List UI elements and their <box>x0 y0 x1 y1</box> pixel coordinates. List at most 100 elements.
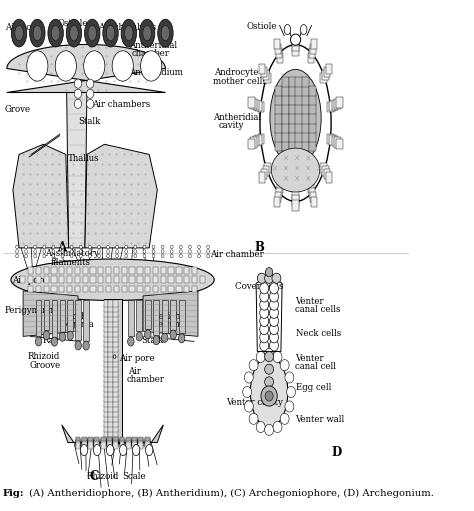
Bar <box>132 442 137 449</box>
Ellipse shape <box>88 250 91 253</box>
Ellipse shape <box>116 245 118 249</box>
Bar <box>295 95 302 105</box>
Ellipse shape <box>161 245 164 249</box>
Bar <box>82 437 87 444</box>
Polygon shape <box>7 44 165 92</box>
Bar <box>82 267 88 274</box>
Bar <box>138 442 143 449</box>
Bar <box>82 440 87 447</box>
Bar <box>98 267 103 274</box>
Ellipse shape <box>198 245 201 249</box>
Ellipse shape <box>273 422 282 432</box>
Text: canal cells: canal cells <box>295 305 340 314</box>
Ellipse shape <box>161 26 170 41</box>
Ellipse shape <box>249 413 258 424</box>
Text: Rhizoid: Rhizoid <box>86 472 118 481</box>
Bar <box>122 267 127 274</box>
Ellipse shape <box>270 69 321 167</box>
Ellipse shape <box>207 250 210 253</box>
Ellipse shape <box>243 386 252 398</box>
Bar <box>137 300 142 331</box>
Bar <box>104 390 109 397</box>
Bar <box>263 166 269 176</box>
Ellipse shape <box>43 245 46 249</box>
Bar <box>326 173 332 182</box>
Ellipse shape <box>34 245 36 249</box>
Bar <box>113 331 118 337</box>
Bar <box>104 385 109 392</box>
Bar <box>264 163 271 173</box>
Ellipse shape <box>152 254 155 258</box>
Ellipse shape <box>158 19 173 47</box>
Text: Venter: Venter <box>296 297 324 306</box>
Bar <box>113 442 118 448</box>
Ellipse shape <box>207 245 210 249</box>
Bar <box>292 191 299 201</box>
Bar <box>302 104 310 114</box>
Ellipse shape <box>270 340 278 351</box>
Text: Air chambers: Air chambers <box>98 23 156 32</box>
Bar <box>337 138 343 149</box>
Bar <box>28 267 33 274</box>
Text: Venter: Venter <box>296 354 324 363</box>
Bar <box>309 113 316 124</box>
Polygon shape <box>23 291 78 336</box>
Bar <box>109 360 113 367</box>
Bar <box>295 141 302 151</box>
Ellipse shape <box>25 245 27 249</box>
Bar <box>88 439 93 446</box>
Ellipse shape <box>98 250 100 253</box>
Bar <box>275 192 281 202</box>
Bar <box>289 95 296 105</box>
Bar <box>295 86 302 96</box>
Bar <box>327 134 334 144</box>
Bar <box>282 95 289 105</box>
Bar <box>109 306 113 312</box>
Bar <box>292 36 299 46</box>
Bar <box>59 276 64 283</box>
Ellipse shape <box>270 299 278 310</box>
Bar <box>132 442 137 448</box>
Ellipse shape <box>107 254 109 258</box>
Bar <box>337 98 343 108</box>
Ellipse shape <box>88 254 91 258</box>
Text: egonia: egonia <box>66 320 94 329</box>
Bar <box>20 276 26 283</box>
Bar <box>292 200 299 211</box>
Ellipse shape <box>291 34 301 45</box>
Bar <box>67 267 72 274</box>
Bar <box>113 438 118 445</box>
Bar <box>129 276 135 283</box>
Bar <box>126 438 131 445</box>
Bar <box>138 438 143 445</box>
Ellipse shape <box>84 51 105 81</box>
Bar <box>104 435 109 442</box>
Bar <box>82 438 87 445</box>
Bar <box>75 438 81 445</box>
Ellipse shape <box>145 330 151 339</box>
Ellipse shape <box>93 445 101 456</box>
Bar <box>119 438 125 445</box>
Bar <box>104 299 121 443</box>
Bar <box>192 267 197 274</box>
Bar <box>255 101 262 111</box>
Ellipse shape <box>280 413 289 424</box>
Bar <box>109 385 113 392</box>
Text: canal cell: canal cell <box>295 362 336 371</box>
Bar <box>113 306 118 312</box>
Bar <box>59 286 64 292</box>
Ellipse shape <box>250 357 288 427</box>
Bar <box>113 410 118 417</box>
Bar <box>282 150 289 160</box>
Text: Scale: Scale <box>123 472 146 481</box>
Bar <box>109 421 113 427</box>
Ellipse shape <box>70 250 73 253</box>
Bar <box>91 276 96 283</box>
Text: Ostiole: Ostiole <box>58 19 88 28</box>
Bar <box>119 442 125 448</box>
Bar <box>162 300 168 333</box>
Text: Assimilatory: Assimilatory <box>46 249 100 259</box>
Bar <box>109 381 113 387</box>
Ellipse shape <box>260 307 269 318</box>
Bar <box>282 86 289 96</box>
